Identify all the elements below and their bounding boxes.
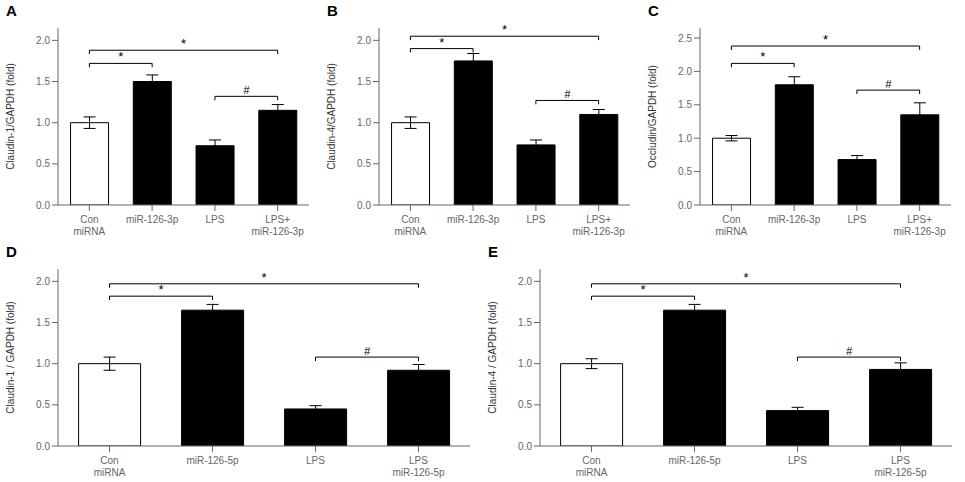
svg-text:#: # (243, 84, 250, 96)
svg-text:2.0: 2.0 (518, 276, 532, 287)
svg-text:Claudin-1/GAPDH (fold): Claudin-1/GAPDH (fold) (8, 63, 16, 170)
svg-text:*: * (760, 49, 765, 64)
svg-text:Occludin/GAPDH (fold): Occludin/GAPDH (fold) (647, 65, 658, 168)
html-text:E: E (488, 243, 498, 260)
svg-text:2.0: 2.0 (678, 66, 692, 77)
html-text:B: B (327, 2, 338, 19)
svg-text:0.5: 0.5 (518, 399, 532, 410)
svg-text:0.5: 0.5 (357, 158, 371, 169)
svg-text:*: * (118, 49, 123, 64)
svg-text:LPS: LPS (526, 214, 545, 225)
svg-text:ConmiRNA: ConmiRNA (74, 214, 106, 237)
svg-text:1.0: 1.0 (36, 358, 50, 369)
svg-text:*: * (502, 22, 507, 37)
svg-text:ConmiRNA: ConmiRNA (94, 455, 126, 478)
svg-text:LPSmiR-126-5p: LPSmiR-126-5p (874, 455, 927, 478)
svg-text:*: * (158, 282, 163, 297)
svg-text:0.5: 0.5 (36, 399, 50, 410)
svg-text:2.0: 2.0 (36, 276, 50, 287)
svg-text:0.0: 0.0 (678, 200, 692, 211)
html-text:A: A (6, 2, 17, 19)
svg-text:1.5: 1.5 (36, 76, 50, 87)
svg-text:miR-126-3p: miR-126-3p (768, 214, 821, 225)
svg-text:LPS: LPS (788, 455, 807, 466)
html-text:C: C (648, 2, 659, 19)
svg-text:LPS+miR-126-3p: LPS+miR-126-3p (252, 214, 305, 237)
svg-text:0.0: 0.0 (357, 200, 371, 211)
svg-text:ConmiRNA: ConmiRNA (576, 455, 608, 478)
svg-text:1.0: 1.0 (518, 358, 532, 369)
svg-text:#: # (885, 78, 892, 90)
svg-text:#: # (846, 345, 853, 357)
svg-text:*: * (439, 35, 444, 50)
svg-text:*: * (181, 36, 186, 51)
svg-text:ConmiRNA: ConmiRNA (395, 214, 427, 237)
svg-text:0.5: 0.5 (36, 158, 50, 169)
svg-text:1.5: 1.5 (357, 76, 371, 87)
svg-text:*: * (261, 270, 266, 285)
svg-text:LPS+miR-126-3p: LPS+miR-126-3p (894, 214, 947, 237)
svg-text:miR-126-3p: miR-126-3p (126, 214, 179, 225)
svg-text:*: * (640, 282, 645, 297)
svg-text:0.0: 0.0 (518, 441, 532, 452)
svg-text:miR-126-5p: miR-126-5p (668, 455, 721, 466)
svg-text:0.0: 0.0 (36, 200, 50, 211)
svg-text:ConmiRNA: ConmiRNA (716, 214, 748, 237)
svg-text:miR-126-3p: miR-126-3p (447, 214, 500, 225)
svg-text:LPS: LPS (306, 455, 325, 466)
svg-text:0.5: 0.5 (678, 166, 692, 177)
svg-text:miR-126-5p: miR-126-5p (186, 455, 239, 466)
svg-text:1.0: 1.0 (357, 117, 371, 128)
svg-text:#: # (364, 345, 371, 357)
svg-text:LPS+miR-126-3p: LPS+miR-126-3p (573, 214, 626, 237)
svg-text:1.0: 1.0 (678, 133, 692, 144)
svg-text:LPSmiR-126-5p: LPSmiR-126-5p (392, 455, 445, 478)
svg-text:Claudin-1 / GAPDH (fold): Claudin-1 / GAPDH (fold) (8, 301, 16, 413)
svg-text:LPS: LPS (205, 214, 224, 225)
svg-text:1.0: 1.0 (36, 117, 50, 128)
svg-text:2.0: 2.0 (36, 35, 50, 46)
svg-text:*: * (743, 270, 748, 285)
svg-text:#: # (564, 88, 571, 100)
svg-text:2.5: 2.5 (678, 33, 692, 44)
html-text:D: D (6, 243, 17, 260)
svg-text:0.0: 0.0 (36, 441, 50, 452)
svg-text:LPS: LPS (847, 214, 866, 225)
svg-text:1.5: 1.5 (518, 317, 532, 328)
svg-text:Claudin-4/GAPDH (fold): Claudin-4/GAPDH (fold) (326, 63, 337, 170)
svg-text:2.0: 2.0 (357, 35, 371, 46)
svg-text:1.5: 1.5 (678, 99, 692, 110)
svg-text:1.5: 1.5 (36, 317, 50, 328)
svg-text:Claudin-4 / GAPDH (fold): Claudin-4 / GAPDH (fold) (487, 301, 498, 413)
svg-text:*: * (823, 32, 828, 47)
